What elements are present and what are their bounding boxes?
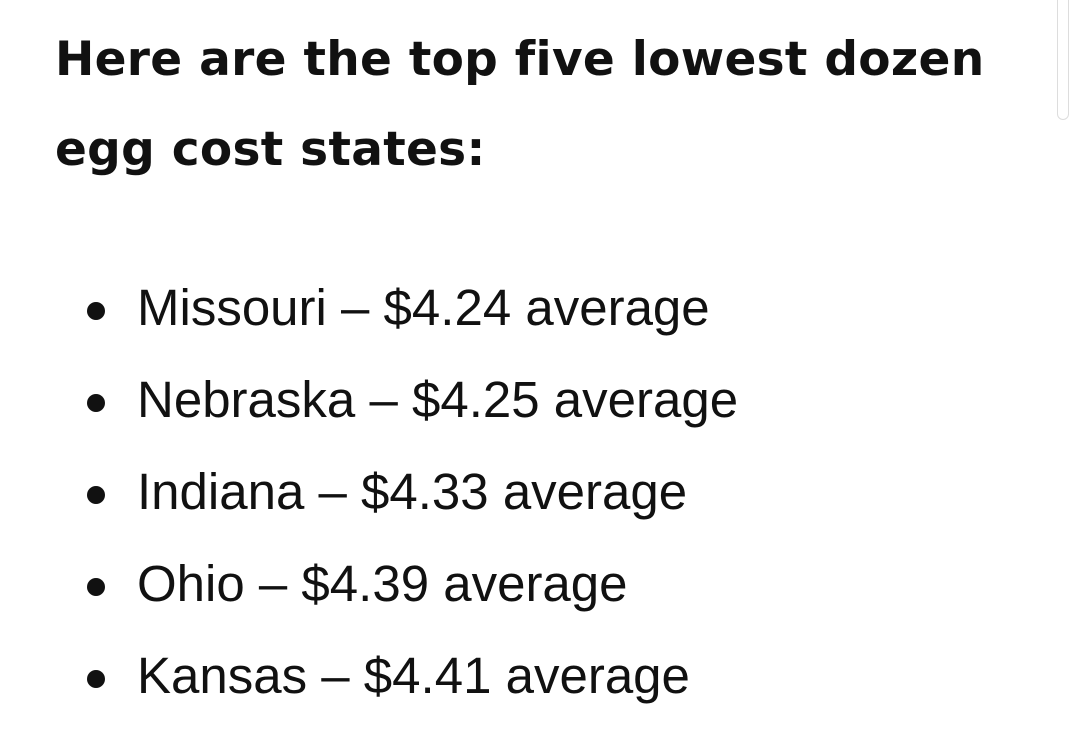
- item-text: Missouri – $4.24 average: [137, 279, 710, 336]
- bullet: [87, 578, 105, 596]
- egg-cost-list: Missouri – $4.24 average Nebraska – $4.25…: [87, 262, 739, 722]
- bullet: [87, 486, 105, 504]
- list-item: Missouri – $4.24 average: [87, 262, 738, 354]
- item-text: Ohio – $4.39 average: [137, 555, 628, 612]
- bullet: [87, 302, 105, 320]
- list-item: Indiana – $4.33 average: [87, 446, 738, 538]
- bullet: [87, 670, 105, 688]
- list-item: Kansas – $4.41 average: [87, 630, 738, 722]
- list-item: Ohio – $4.39 average: [87, 538, 738, 630]
- heading: Here are the top five lowest dozen egg c…: [55, 32, 985, 177]
- item-text: Kansas – $4.41 average: [137, 647, 690, 704]
- scrollbar[interactable]: [1057, 0, 1069, 120]
- list-item: Nebraska – $4.25 average: [87, 354, 739, 446]
- item-text: Nebraska – $4.25 average: [137, 371, 739, 428]
- item-text: Indiana – $4.33 average: [137, 463, 688, 520]
- bullet: [87, 394, 105, 412]
